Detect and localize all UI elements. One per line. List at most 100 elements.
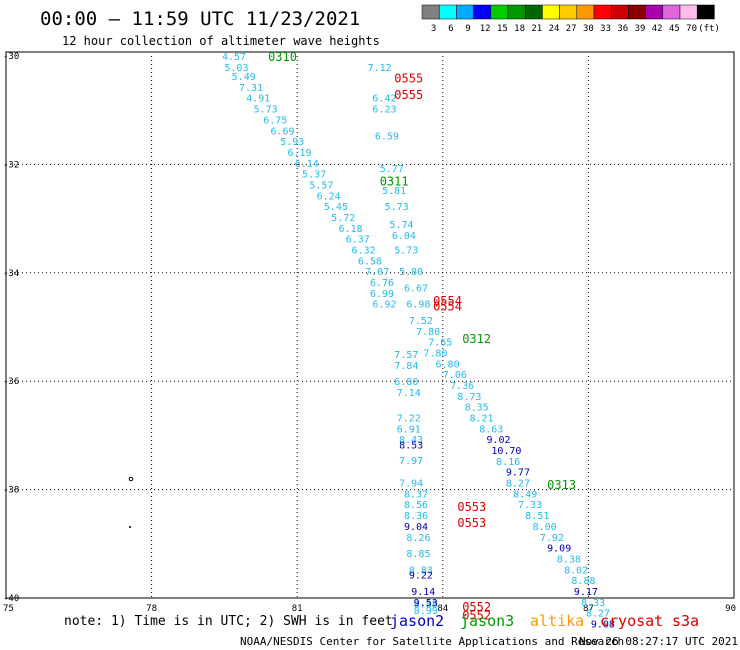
wave-height-label: 8.21 [469, 414, 493, 425]
wave-height-label: 8.49 [513, 489, 537, 500]
wave-height-label: 8.63 [479, 424, 503, 435]
pass-number-label: 0313 [547, 478, 576, 492]
wave-height-label: 10.70 [491, 446, 521, 457]
pass-number-label: 0554 [433, 294, 462, 308]
plot-frame [5, 51, 735, 599]
colorbar-swatch [645, 4, 664, 20]
wave-height-label: 5.80 [399, 267, 423, 278]
pass-number-label: 0554 [433, 299, 462, 313]
wave-height-label: 9.04 [404, 522, 428, 533]
wave-height-label: 8.36 [404, 511, 428, 522]
wave-height-label: 6.92 [372, 300, 396, 311]
wave-height-label: 6.75 [263, 115, 287, 126]
pass-number-label: 0312 [462, 332, 491, 346]
colorbar-swatch [507, 4, 526, 20]
colorbar-swatch [662, 4, 681, 20]
wave-height-label: 9.08 [591, 619, 615, 630]
wave-height-label: 7.97 [399, 456, 423, 467]
wave-height-label: 6.58 [358, 256, 382, 267]
colorbar-label: 33 [600, 24, 611, 34]
wave-height-label: 5.73 [385, 202, 409, 213]
wave-height-label: 9.02 [486, 435, 510, 446]
wave-height-label: 9.14 [411, 587, 435, 598]
y-tick-label: -40 [3, 594, 19, 604]
wave-height-label: 7.52 [409, 316, 433, 327]
axis-ticks: 75 78 81 84 87 90 -30 -32 -34 -36 -38 -40 [3, 52, 736, 614]
wave-height-label: 8.85 [406, 549, 430, 560]
wave-height-label: 5.77 [380, 164, 404, 175]
wave-height-label: 5.74 [389, 220, 413, 231]
wave-height-label: 7.84 [394, 361, 418, 372]
pass-number-label: 0552 [462, 600, 491, 614]
wave-height-label: 7.57 [394, 350, 418, 361]
wave-height-label: 7.14 [397, 388, 421, 399]
y-tick-label: -38 [3, 486, 19, 496]
wave-height-label: 8.00 [533, 522, 557, 533]
colorbar-label: 45 [669, 24, 680, 34]
colorbar-label: 12 [480, 24, 491, 34]
wave-height-label: 6.69 [271, 126, 295, 137]
wave-height-label: 7.65 [428, 338, 452, 349]
wave-height-label: 6.04 [392, 231, 416, 242]
wave-height-label: 6.80 [436, 359, 460, 370]
wave-height-label: 6.98 [406, 300, 430, 311]
wave-height-label: 8.27 [586, 609, 610, 620]
colorbar-label: 3 [431, 24, 436, 34]
colorbar-label: 27 [566, 24, 577, 34]
colorbar-swatch [473, 4, 492, 20]
grid-lines [6, 56, 734, 598]
wave-height-label: 9.77 [506, 468, 530, 479]
island-mark [129, 526, 131, 528]
colorbar-label: 15 [497, 24, 508, 34]
wave-height-label: 5.57 [309, 180, 333, 191]
x-tick-label: 90 [725, 604, 736, 614]
wave-height-label: 5.37 [302, 170, 326, 181]
wave-height-label: 7.22 [397, 414, 421, 425]
pass-number-label: 0311 [380, 175, 409, 189]
pass-number-label: 0553 [457, 516, 486, 530]
wave-height-label: 8.26 [406, 533, 430, 544]
wave-height-label: 9.09 [547, 544, 571, 555]
wave-height-label: 7.80 [416, 327, 440, 338]
x-tick-label: 81 [292, 604, 303, 614]
colorbar-label: 6 [448, 24, 453, 34]
x-tick-label: 84 [437, 604, 448, 614]
pass-number-label: 0555 [394, 88, 423, 102]
wave-height-label: 7.06 [443, 370, 467, 381]
pass-number-label: 0552 [462, 608, 491, 622]
wave-height-label: 6.37 [346, 235, 370, 246]
wave-height-label: 8.88 [414, 599, 438, 610]
colorbar-label: 9 [465, 24, 470, 34]
colorbar-swatch [524, 4, 543, 20]
colorbar-label: 36 [617, 24, 628, 34]
wave-height-label: 8.38 [557, 554, 581, 565]
wave-height-label: 6.59 [375, 132, 399, 143]
satellite-legend-item: cryosat [600, 612, 663, 630]
colorbar-label: 30 [583, 24, 594, 34]
wave-height-label: 5.72 [331, 213, 355, 224]
wave-height-label: 8.51 [525, 511, 549, 522]
colorbar-swatch [421, 4, 440, 20]
wave-height-label: 8.35 [465, 403, 489, 414]
wave-height-label: 6.14 [295, 159, 319, 170]
x-tick-label: 87 [583, 604, 594, 614]
colorbar-unit: (ft) [698, 24, 720, 34]
land-marks [128, 476, 134, 528]
chart-title: 00:00 – 11:59 UTC 11/23/2021 [40, 8, 360, 30]
wave-height-label: 7.94 [399, 479, 423, 490]
wave-height-label: 8.27 [506, 479, 530, 490]
colorbar-swatch [559, 4, 578, 20]
colorbar-label: 21 [531, 24, 542, 34]
colorbar-swatch [696, 4, 715, 20]
footer-timestamp: Nov 26 08:27:17 UTC 2021 [579, 635, 738, 648]
pass-number-label: 0555 [394, 72, 423, 86]
colorbar-swatch [576, 4, 595, 20]
wave-height-label: 7.12 [368, 63, 392, 74]
wave-height-label: 9.22 [409, 571, 433, 582]
colorbar-label: 70 [686, 24, 697, 34]
colorbar-legend: 3 6 9 12 15 18 21 24 27 30 33 36 39 42 45 70 (ft) [421, 4, 720, 34]
wave-height-label: 9.17 [574, 587, 598, 598]
wave-height-label: 8.56 [404, 500, 428, 511]
chart-subtitle: 12 hour collection of altimeter wave hei… [62, 34, 380, 48]
